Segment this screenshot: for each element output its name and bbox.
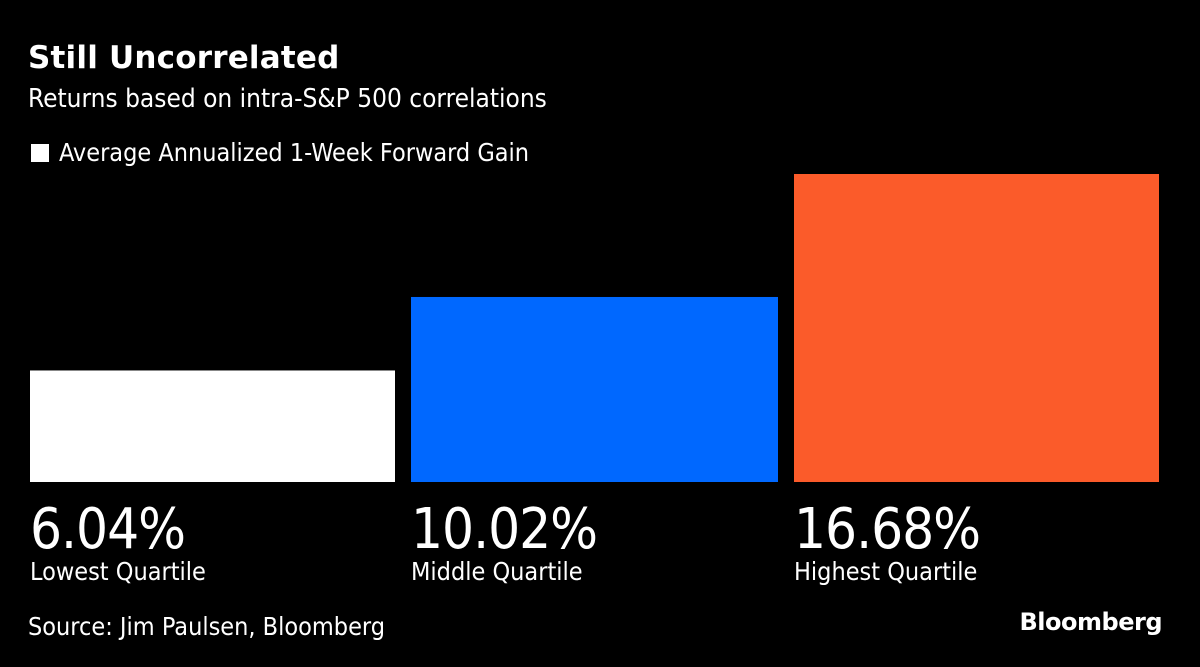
value-label: 6.04%: [30, 497, 186, 562]
category-label: Middle Quartile: [411, 557, 583, 586]
bar-1: [30, 370, 395, 482]
bar-2: [411, 296, 778, 482]
value-label: 10.02%: [411, 497, 598, 562]
chart-title: Still Uncorrelated: [28, 40, 340, 76]
legend-label: Average Annualized 1-Week Forward Gain: [59, 138, 530, 167]
legend: Average Annualized 1-Week Forward Gain: [31, 138, 529, 167]
chart-subtitle: Returns based on intra-S&P 500 correlati…: [28, 84, 547, 114]
value-label: 16.68%: [794, 497, 981, 562]
bar-3: [794, 174, 1159, 482]
legend-swatch: [31, 143, 49, 162]
bar-label-group: 6.04% Lowest Quartile: [30, 502, 206, 586]
category-label: Highest Quartile: [794, 557, 978, 586]
bloomberg-logo: Bloomberg: [1019, 608, 1163, 636]
category-label: Lowest Quartile: [30, 557, 206, 586]
bar-label-group: 16.68% Highest Quartile: [794, 497, 981, 586]
bar-label-group: 10.02% Middle Quartile: [411, 497, 598, 586]
source-note: Source: Jim Paulsen, Bloomberg: [28, 612, 385, 641]
